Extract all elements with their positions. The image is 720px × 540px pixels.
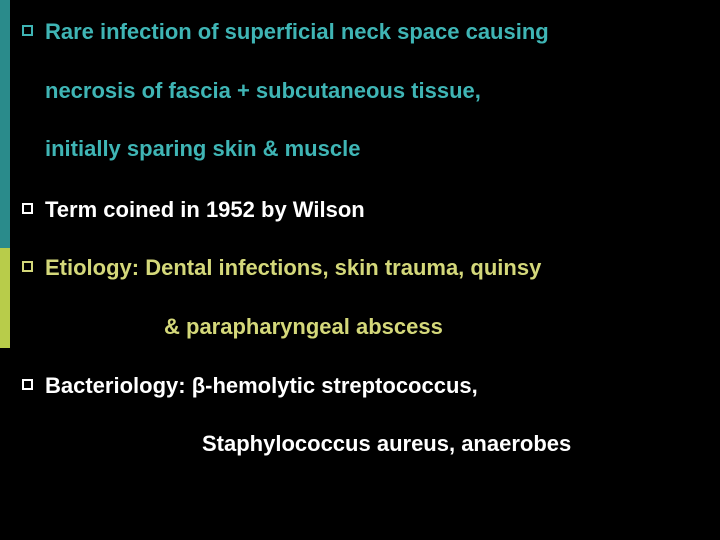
bullet-continuation: Staphylococcus aureus, anaerobes	[202, 430, 702, 459]
bullet-box-icon	[22, 25, 33, 36]
bullet-item: Bacteriology: β-hemolytic streptococcus,	[22, 372, 702, 401]
bullet-box-icon	[22, 379, 33, 390]
bullet-continuation: & parapharyngeal abscess	[164, 313, 702, 342]
bullet-box-icon	[22, 203, 33, 214]
slide-content: Rare infection of superficial neck space…	[22, 18, 702, 459]
bullet-continuation: initially sparing skin & muscle	[45, 135, 702, 164]
bullet-box-icon	[22, 261, 33, 272]
stripe-olive	[0, 248, 10, 348]
bullet-item: Rare infection of superficial neck space…	[22, 18, 702, 47]
bullet-item: Term coined in 1952 by Wilson	[22, 196, 702, 225]
bullet-text: Bacteriology: β-hemolytic streptococcus,	[45, 372, 478, 401]
stripe-teal	[0, 0, 10, 248]
bullet-text: Etiology: Dental infections, skin trauma…	[45, 254, 541, 283]
bullet-continuation: necrosis of fascia + subcutaneous tissue…	[45, 77, 702, 106]
stripe-black	[0, 348, 10, 540]
side-stripe	[0, 0, 10, 540]
bullet-text: Term coined in 1952 by Wilson	[45, 196, 365, 225]
bullet-item: Etiology: Dental infections, skin trauma…	[22, 254, 702, 283]
bullet-text: Rare infection of superficial neck space…	[45, 18, 549, 47]
